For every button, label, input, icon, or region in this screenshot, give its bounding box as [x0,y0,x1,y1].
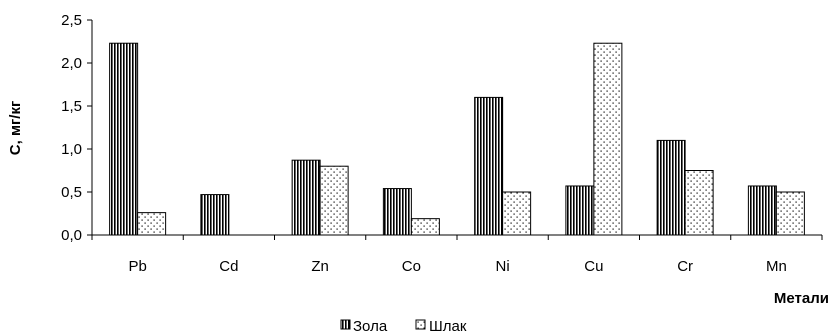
y-tick-label: 0,0 [61,227,82,244]
bar-zola-cu [565,185,595,236]
x-tick-label: Ni [496,258,510,275]
bar-zola-zn [291,159,321,236]
legend-label-shlak: Шлак [429,318,467,335]
bar-zola-mn [747,185,777,236]
bar-zola-cr [656,139,686,236]
legend-swatch-shlak [415,319,426,330]
bar-shlak-ni [502,191,532,236]
x-ticks: Pb Cd Zn Co Ni Cu Cr Mn [91,235,823,275]
y-tick-label: 0,5 [61,184,82,201]
x-tick-label: Pb [128,258,146,275]
y-tick-label: 1,0 [61,141,82,158]
y-tick-label: 1,5 [61,98,82,115]
bar-zola-cd [200,194,230,236]
bar-shlak-zn [319,165,349,236]
bar-shlak-pb [137,212,167,236]
legend-label-zola: Зола [353,318,388,335]
x-tick-label: Cd [219,258,238,275]
bars [109,42,805,236]
bar-shlak-co [410,218,440,236]
y-axis-title: С, мг/кг [7,101,24,155]
bar-shlak-mn [775,191,805,236]
x-axis-title: Метали [774,290,829,307]
x-tick-label: Cu [584,258,603,275]
y-tick-label: 2,0 [61,55,82,72]
x-tick-label: Co [402,258,421,275]
bar-zola-co [382,188,412,236]
bar-shlak-cu [593,42,623,236]
legend-swatch-zola [340,319,351,330]
x-tick-label: Mn [766,258,787,275]
x-tick-label: Zn [311,258,329,275]
legend: Зола Шлак [340,318,467,335]
bar-zola-ni [474,96,504,236]
y-tick-label: 2,5 [61,12,82,29]
x-tick-label: Cr [677,258,693,275]
y-ticks: 0,0 0,5 1,0 1,5 2,0 2,5 [61,12,92,244]
bar-zola-pb [109,42,139,236]
bar-shlak-cr [684,170,714,236]
